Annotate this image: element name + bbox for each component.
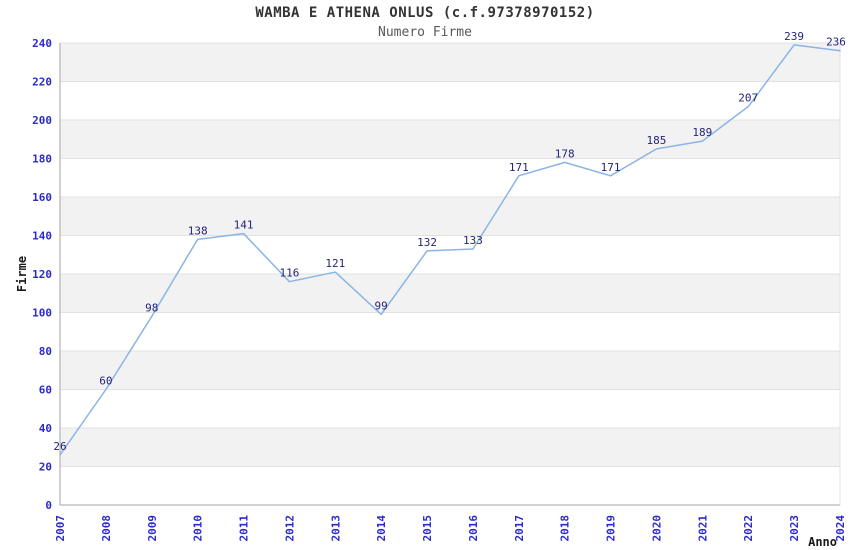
y-tick-label: 60 [39,384,52,397]
y-tick-label: 140 [32,230,52,243]
data-point-label: 185 [647,134,667,147]
y-tick-label: 160 [32,191,52,204]
x-tick-label: 2022 [742,515,755,542]
plot-band [60,197,840,236]
x-tick-label: 2015 [421,515,434,542]
data-point-label: 236 [826,36,846,49]
data-point-label: 116 [279,267,299,280]
x-tick-label: 2013 [329,515,342,542]
data-point-label: 26 [53,440,66,453]
data-point-label: 132 [417,236,437,249]
x-tick-label: 2011 [238,515,251,542]
data-point-label: 138 [188,224,208,237]
data-point-label: 207 [738,92,758,105]
data-point-label: 171 [509,161,529,174]
x-tick-label: 2009 [146,515,159,542]
x-tick-label: 2016 [467,515,480,542]
y-tick-label: 220 [32,76,52,89]
data-point-label: 189 [692,126,712,139]
chart-subtitle: Numero Firme [378,25,472,40]
data-point-label: 178 [555,147,575,160]
data-point-label: 171 [601,161,621,174]
y-axis-title: Firme [15,256,29,292]
x-tick-label: 2024 [834,515,847,542]
y-tick-label: 120 [32,268,52,281]
y-tick-label: 20 [39,461,52,474]
x-tick-label: 2023 [788,515,801,542]
data-point-label: 98 [145,301,158,314]
x-tick-label: 2010 [192,515,205,542]
x-tick-label: 2014 [375,515,388,542]
data-point-label: 121 [325,257,345,270]
data-point-label: 99 [375,299,388,312]
y-tick-label: 100 [32,307,52,320]
plot-band [60,428,840,467]
y-tick-label: 0 [45,499,52,512]
data-point-label: 60 [99,375,112,388]
chart-title: WAMBA E ATHENA ONLUS (c.f.97378970152) [255,5,595,21]
plot-band [60,351,840,390]
x-tick-label: 2018 [559,515,572,542]
x-tick-label: 2012 [283,515,296,542]
plot-band [60,43,840,82]
x-axis-title: Anno [808,535,837,549]
y-tick-label: 240 [32,37,52,50]
data-line [59,44,841,456]
x-tick-label: 2019 [605,515,618,542]
data-point-label: 239 [784,30,804,43]
x-tick-label: 2007 [54,515,67,542]
plot-band [60,120,840,159]
x-tick-label: 2008 [100,515,113,542]
x-tick-label: 2021 [696,515,709,542]
y-tick-label: 200 [32,114,52,127]
y-tick-label: 80 [39,345,52,358]
data-point-label: 141 [234,219,254,232]
data-point-label: 133 [463,234,483,247]
x-tick-label: 2020 [650,515,663,542]
y-tick-label: 180 [32,153,52,166]
plot-band [60,274,840,313]
x-tick-label: 2017 [513,515,526,542]
y-tick-label: 40 [39,422,52,435]
